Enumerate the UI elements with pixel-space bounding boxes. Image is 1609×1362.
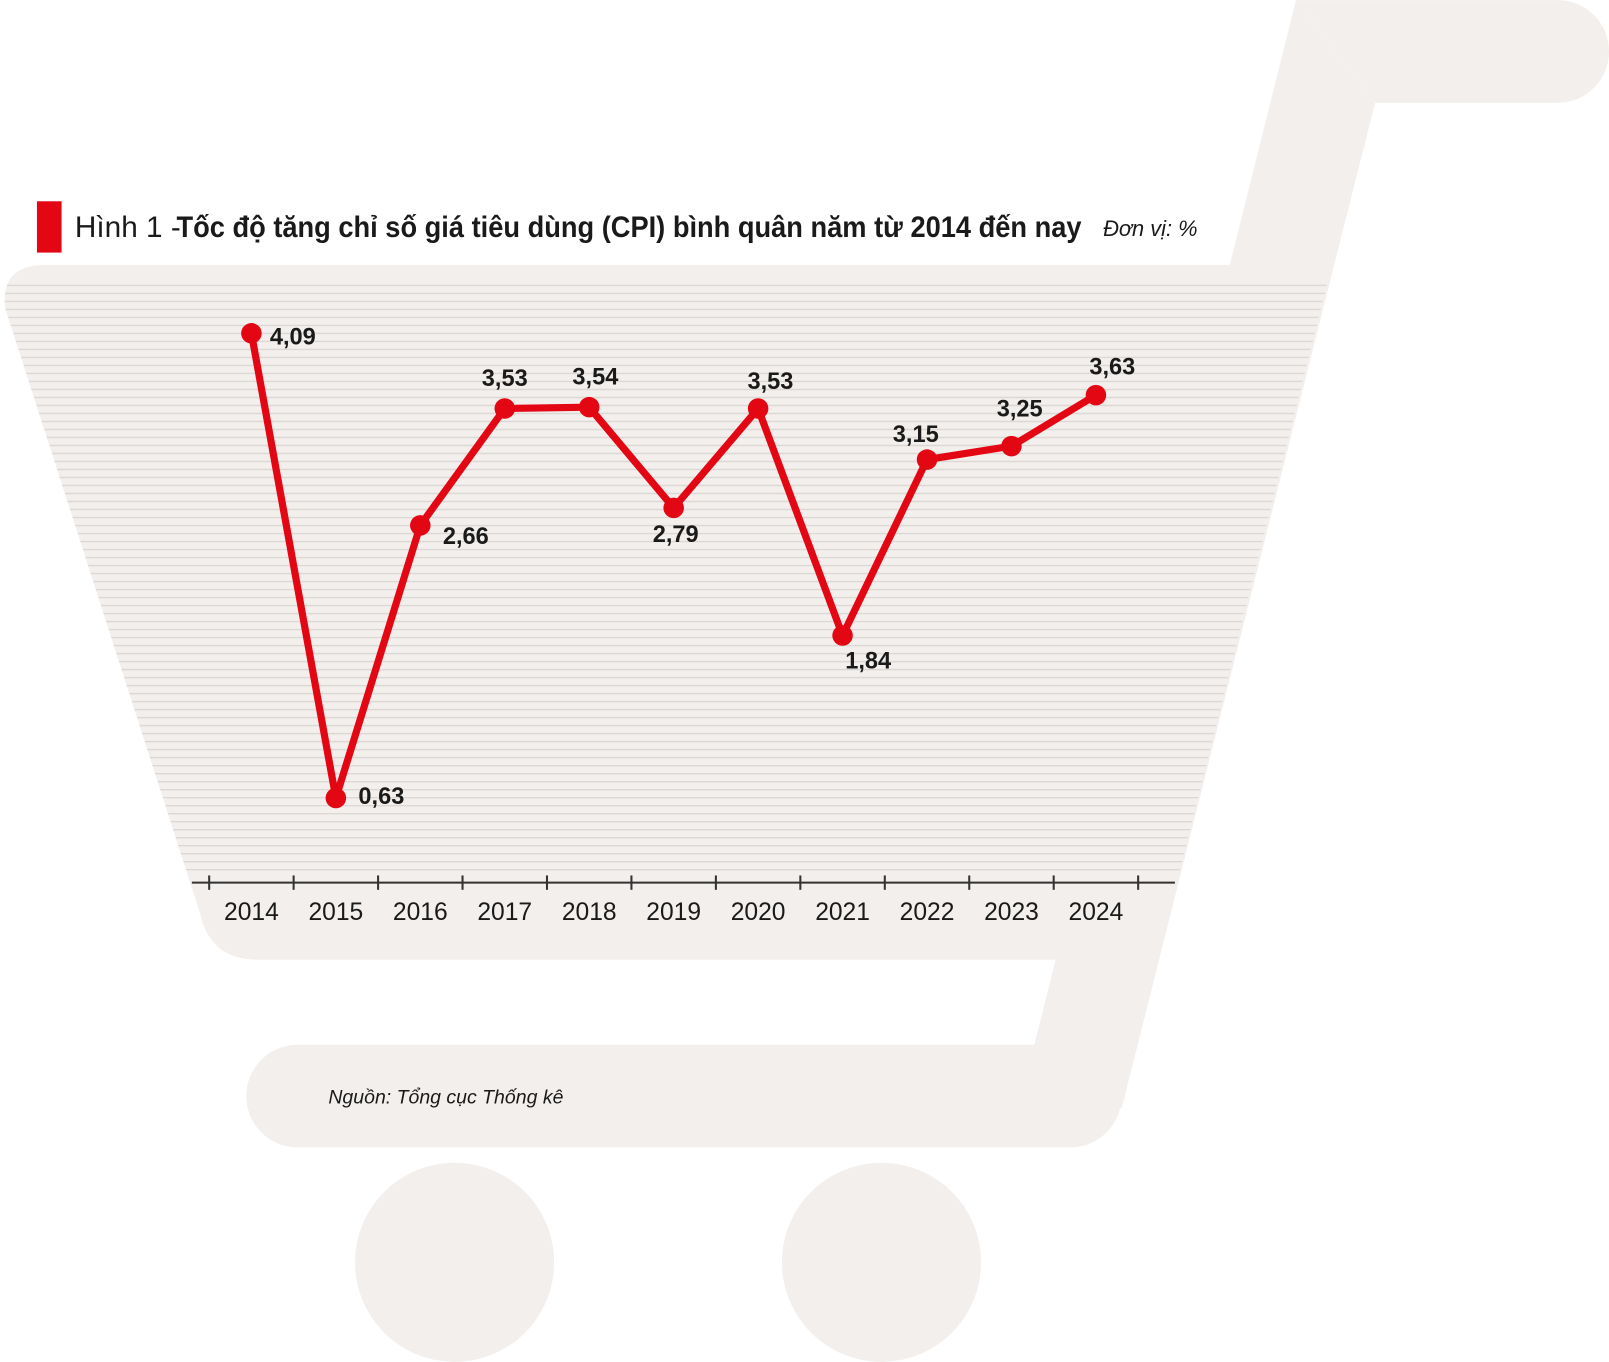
value-label: 3,25 <box>997 396 1043 422</box>
cart-background <box>4 0 1609 1362</box>
chart-title: Tốc độ tăng chỉ số giá tiêu dùng (CPI) b… <box>176 211 1081 244</box>
value-label: 3,53 <box>747 369 793 395</box>
source-note: Nguồn: Tổng cục Thống kê <box>328 1086 563 1108</box>
x-tick-label: 2017 <box>477 899 532 926</box>
point <box>410 515 431 536</box>
unit-label: Đơn vị: % <box>1103 216 1197 241</box>
x-tick-label: 2021 <box>815 899 870 926</box>
point <box>1001 435 1022 457</box>
value-label: 2,66 <box>443 524 489 550</box>
x-tick-label: 2023 <box>984 899 1039 926</box>
x-tick-label: 2018 <box>562 899 617 926</box>
point <box>241 323 262 344</box>
stripes <box>4 284 1332 871</box>
point <box>663 497 684 519</box>
x-tick-label: 2015 <box>308 899 363 926</box>
value-label: 1,84 <box>845 648 891 674</box>
title-marker <box>36 201 62 253</box>
x-tick-label: 2024 <box>1069 899 1124 926</box>
x-tick-label: 2020 <box>731 899 786 926</box>
x-tick-label: 2019 <box>646 899 701 926</box>
point <box>1085 384 1107 406</box>
value-label: 0,63 <box>358 784 404 810</box>
value-label: 3,53 <box>482 366 528 392</box>
value-label: 2,79 <box>653 522 699 548</box>
point <box>747 398 769 419</box>
point <box>325 787 347 809</box>
value-label: 3,15 <box>893 422 939 448</box>
x-tick-label: 2016 <box>393 899 448 926</box>
point <box>494 398 516 419</box>
point <box>578 396 600 418</box>
figure-label: Hình 1 - <box>75 211 181 244</box>
value-label: 3,54 <box>572 365 618 391</box>
x-tick-label: 2022 <box>900 899 955 926</box>
value-label: 3,63 <box>1089 355 1135 381</box>
point <box>916 449 938 470</box>
x-tick-label: 2014 <box>224 899 279 926</box>
value-label: 4,09 <box>270 325 316 351</box>
point <box>832 625 853 646</box>
